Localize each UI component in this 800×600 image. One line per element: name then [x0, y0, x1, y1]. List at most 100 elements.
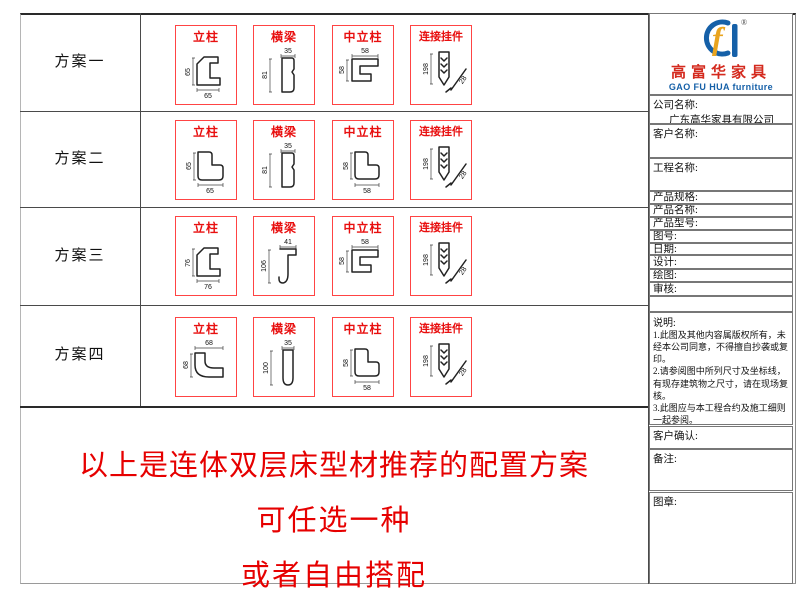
- footer-line-2: 可任选一种: [256, 505, 412, 537]
- part-label: 立柱: [192, 221, 219, 235]
- grid-hline-row1: [20, 111, 648, 112]
- date-label: 日期:: [653, 244, 677, 255]
- brand-name-cn: 高富华家具: [670, 65, 771, 81]
- footer-notice: 以上是连体双层床型材推荐的配置方案 可任选一种 或者自由搭配: [20, 406, 648, 592]
- part-label: 中立柱: [343, 30, 383, 44]
- dim-vertical: 198: [423, 254, 430, 266]
- profile-box-beam: 横梁 35 81: [253, 25, 315, 105]
- beam-profile-drawing: 35 100: [263, 340, 295, 386]
- dim-vertical: 68: [183, 361, 190, 369]
- part-label: 横梁: [270, 30, 297, 44]
- model-label: 产品型号:: [653, 218, 698, 229]
- dim-vertical: 58: [343, 359, 350, 367]
- dim-top: 41: [284, 239, 292, 246]
- project-name-label: 工程名称:: [653, 163, 698, 174]
- customer-name-box: 客户名称:: [649, 124, 793, 158]
- dim-vertical: 65: [186, 162, 193, 170]
- dim-diagonal: 28: [458, 266, 468, 277]
- midpost-profile-drawing: 58 58: [343, 348, 380, 392]
- post-profile-drawing: 65 65: [185, 56, 221, 100]
- hanger-profile-drawing: 198 28: [423, 242, 469, 284]
- part-label: 中立柱: [343, 322, 383, 336]
- part-label: 连接挂件: [419, 126, 463, 138]
- dim-vertical: 81: [262, 71, 269, 79]
- dim-bottom: 58: [363, 188, 371, 195]
- dim-vertical: 106: [261, 260, 268, 272]
- profile-box-midpost: 中立柱 58 58: [332, 216, 394, 296]
- dim-top: 58: [361, 48, 369, 55]
- midpost-profile-drawing: 58 58: [339, 239, 379, 273]
- registered-mark: ®: [741, 18, 747, 27]
- grid-hline-row3: [20, 305, 648, 306]
- dim-bottom: 65: [206, 188, 214, 195]
- footer-line-3: 或者自由搭配: [240, 560, 427, 592]
- company-name-value: 广东高华家具有限公司: [669, 115, 774, 124]
- drawing-no-box: 图号:: [649, 230, 793, 243]
- dim-vertical: 76: [185, 259, 192, 267]
- profile-box-post: 立柱 76 76: [175, 216, 237, 296]
- profile-box-midpost: 中立柱 58 58: [332, 120, 394, 200]
- dim-vertical: 100: [263, 362, 270, 374]
- grid-vline-plan-col: [140, 13, 141, 406]
- note-2: 2.请参阅图中所列尺寸及坐标线，有现存建筑物之尺寸，请在现场复核。: [653, 366, 789, 401]
- profile-box-post: 立柱 65 65: [175, 25, 237, 105]
- draft-box: 绘图:: [649, 269, 793, 282]
- brand-name-en: GAO FU HUA furniture: [668, 82, 774, 92]
- seal-label: 图章:: [653, 497, 677, 508]
- spec-box: 产品规格:: [649, 191, 793, 204]
- customer-confirm-label: 客户确认:: [653, 431, 698, 442]
- footer-line-1: 以上是连体双层床型材推荐的配置方案: [78, 450, 589, 482]
- notes-title: 说明:: [653, 318, 676, 329]
- customer-name-label: 客户名称:: [653, 129, 698, 140]
- drawing-no-label: 图号:: [653, 231, 677, 242]
- dim-bottom: 58: [363, 385, 371, 392]
- spacer-box: [649, 296, 793, 312]
- profile-box-midpost: 中立柱 58 58: [332, 317, 394, 397]
- profile-box-hanger: 连接挂件 198 28: [410, 25, 472, 105]
- dim-diagonal: 28: [458, 367, 468, 378]
- beam-profile-drawing: 41 106: [261, 239, 297, 284]
- dim-vertical: 198: [423, 158, 430, 170]
- part-label: 连接挂件: [419, 222, 463, 234]
- dim-vertical: 58: [343, 162, 350, 170]
- customer-confirm-box: 客户确认:: [649, 426, 793, 449]
- plan-name-2: 方案二: [54, 151, 106, 167]
- company-logo-icon: f ®: [704, 18, 747, 57]
- company-name-label: 公司名称:: [653, 100, 698, 111]
- profile-box-hanger: 连接挂件 198 28: [410, 216, 472, 296]
- product-name-box: 产品名称:: [649, 204, 793, 217]
- profile-box-hanger: 连接挂件 198 28: [410, 317, 472, 397]
- dim-vertical: 198: [423, 63, 430, 75]
- hanger-profile-drawing: 198 28: [423, 51, 469, 93]
- dim-top: 35: [284, 143, 292, 150]
- remark-box: 备注:: [649, 449, 793, 491]
- profile-box-midpost: 中立柱 58 58: [332, 25, 394, 105]
- post-profile-drawing: 68 68: [183, 340, 224, 378]
- profile-box-beam: 横梁 35 81: [253, 120, 315, 200]
- design-label: 设计:: [653, 257, 677, 268]
- spec-label: 产品规格:: [653, 192, 698, 203]
- profile-box-hanger: 连接挂件 198 28: [410, 120, 472, 200]
- part-label: 中立柱: [343, 125, 383, 139]
- plan-name-3: 方案三: [54, 248, 106, 264]
- model-box: 产品型号:: [649, 217, 793, 230]
- dim-bottom: 65: [204, 93, 212, 100]
- svg-text:f: f: [712, 20, 726, 56]
- dim-vertical: 65: [185, 68, 192, 76]
- dim-top: 35: [284, 340, 292, 347]
- review-box: 审核:: [649, 282, 793, 296]
- date-box: 日期:: [649, 243, 793, 255]
- part-label: 横梁: [270, 322, 297, 336]
- dim-diagonal: 28: [458, 170, 468, 181]
- midpost-profile-drawing: 58 58: [339, 48, 379, 82]
- part-label: 立柱: [192, 30, 219, 44]
- dim-vertical: 58: [339, 66, 346, 74]
- product-name-label: 产品名称:: [653, 205, 698, 216]
- dim-top: 58: [361, 239, 369, 246]
- profile-box-beam: 横梁 41 106: [253, 216, 315, 296]
- design-box: 设计:: [649, 255, 793, 269]
- midpost-profile-drawing: 58 58: [343, 151, 380, 195]
- part-label: 立柱: [192, 125, 219, 139]
- review-label: 审核:: [653, 284, 677, 295]
